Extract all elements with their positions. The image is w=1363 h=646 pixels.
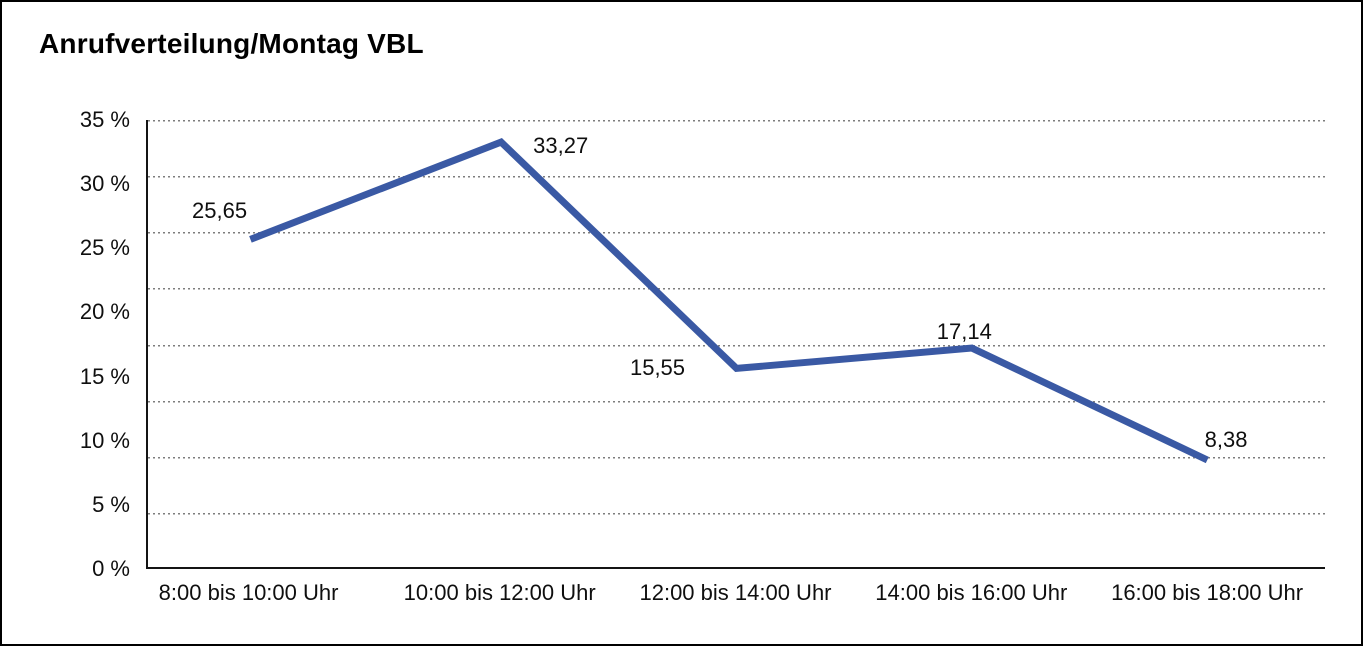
y-axis-tick-label: 25 % (79, 235, 130, 261)
y-axis-tick-label: 5 % (92, 491, 130, 517)
x-axis-category-label: 14:00 bis 16:00 Uhr (875, 580, 1068, 605)
y-axis-tick-label: 15 % (79, 363, 130, 389)
y-axis-tick-label: 10 % (79, 427, 130, 453)
y-axis-tick-label: 20 % (79, 299, 130, 325)
y-axis-tick-label: 30 % (79, 171, 130, 197)
x-axis-category-label: 8:00 bis 10:00 Uhr (158, 580, 339, 605)
y-axis-tick-label: 35 % (79, 107, 130, 132)
line-series-svg (249, 138, 1209, 464)
data-point-label: 8,38 (1204, 427, 1248, 453)
data-line (249, 138, 1209, 464)
data-point-label: 25,65 (192, 197, 248, 223)
data-point-label: 33,27 (533, 133, 589, 159)
y-axis-tick-label: 0 % (92, 556, 130, 581)
plot-area: 25,65 33,27 15,55 17,14 8,38 (146, 120, 1325, 569)
x-axis-category-label: 10:00 bis 12:00 Uhr (403, 580, 596, 605)
x-axis-category-label: 12:00 bis 14:00 Uhr (639, 580, 832, 605)
y-axis-labels: 35 % 30 % 25 % 20 % 15 % 10 % 5 % 0 % (2, 107, 130, 581)
data-point-label: 17,14 (936, 319, 992, 345)
x-axis-labels: 8:00 bis 10:00 Uhr 10:00 bis 12:00 Uhr 12:… (146, 580, 1325, 610)
data-point-label: 15,55 (629, 354, 686, 380)
chart-title: Anrufverteilung/Montag VBL (39, 28, 424, 59)
x-axis-category-label: 16:00 bis 18:00 Uhr (1111, 580, 1304, 605)
